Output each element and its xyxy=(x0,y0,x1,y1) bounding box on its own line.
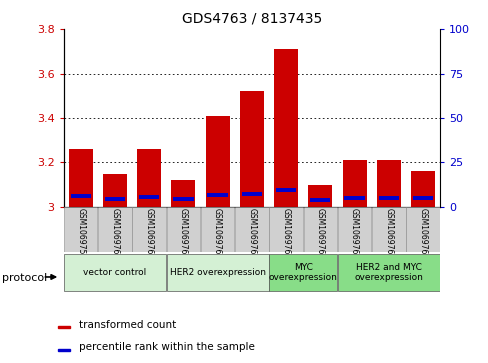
Bar xyxy=(406,207,439,252)
Bar xyxy=(64,207,97,252)
Bar xyxy=(70,194,91,198)
Bar xyxy=(171,180,195,207)
Bar xyxy=(241,192,262,196)
Bar xyxy=(207,193,227,197)
Text: vector control: vector control xyxy=(83,268,146,277)
Bar xyxy=(68,149,93,207)
Bar xyxy=(205,116,229,207)
Bar xyxy=(166,207,200,252)
Title: GDS4763 / 8137435: GDS4763 / 8137435 xyxy=(182,11,321,25)
Text: MYC
overexpression: MYC overexpression xyxy=(268,262,337,282)
Bar xyxy=(344,196,364,200)
Bar xyxy=(137,149,161,207)
Bar xyxy=(337,254,439,291)
Bar xyxy=(269,207,302,252)
Bar xyxy=(307,185,332,207)
Bar xyxy=(303,207,336,252)
Text: GSM1069766: GSM1069766 xyxy=(315,208,324,260)
Text: GSM1069769: GSM1069769 xyxy=(418,208,427,260)
Text: GSM1069767: GSM1069767 xyxy=(349,208,358,260)
Text: protocol: protocol xyxy=(2,273,48,283)
Bar xyxy=(309,198,330,202)
Text: HER2 and MYC
overexpression: HER2 and MYC overexpression xyxy=(354,262,422,282)
Bar xyxy=(235,207,268,252)
Bar xyxy=(132,207,165,252)
Bar xyxy=(173,197,193,201)
Bar xyxy=(376,160,400,207)
Bar xyxy=(269,254,336,291)
Bar xyxy=(410,171,434,207)
Bar xyxy=(239,91,264,207)
Bar xyxy=(337,207,370,252)
Bar xyxy=(104,197,125,201)
Bar xyxy=(273,49,298,207)
Text: HER2 overexpression: HER2 overexpression xyxy=(169,268,265,277)
Bar xyxy=(98,207,131,252)
Text: percentile rank within the sample: percentile rank within the sample xyxy=(79,342,254,352)
Text: GSM1069768: GSM1069768 xyxy=(384,208,392,260)
Bar xyxy=(64,254,165,291)
Text: GSM1069760: GSM1069760 xyxy=(110,208,119,260)
Text: GSM1069761: GSM1069761 xyxy=(144,208,153,260)
Bar xyxy=(58,326,70,329)
Bar xyxy=(412,196,432,200)
Text: transformed count: transformed count xyxy=(79,319,176,330)
Bar xyxy=(371,207,405,252)
Bar xyxy=(378,196,398,200)
Text: GSM1069765: GSM1069765 xyxy=(281,208,290,260)
Text: GSM1069762: GSM1069762 xyxy=(179,208,187,260)
Bar xyxy=(102,174,127,207)
Bar xyxy=(342,160,366,207)
Text: GSM1069763: GSM1069763 xyxy=(213,208,222,260)
Text: GSM1069759: GSM1069759 xyxy=(76,208,85,260)
Bar xyxy=(166,254,268,291)
Bar xyxy=(275,188,296,192)
Bar xyxy=(201,207,234,252)
Bar xyxy=(58,349,70,351)
Text: GSM1069764: GSM1069764 xyxy=(247,208,256,260)
Bar xyxy=(139,195,159,199)
